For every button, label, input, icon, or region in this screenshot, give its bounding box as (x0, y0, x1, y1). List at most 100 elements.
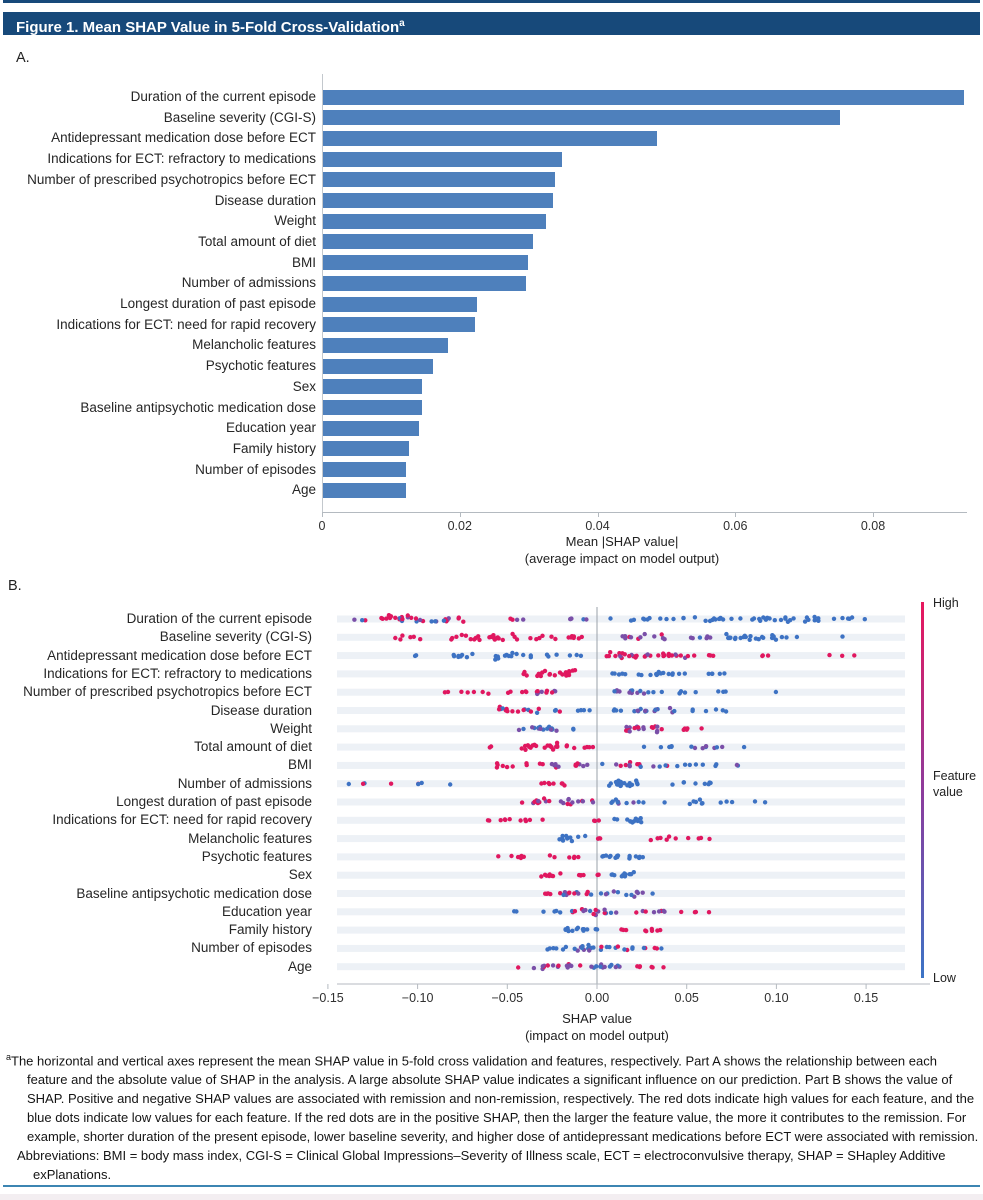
colorbar-high-label: High (933, 596, 959, 610)
feature-label: Sex (288, 867, 312, 883)
axis-tick-label: 0.10 (764, 991, 788, 1005)
axis-tick-label: 0 (318, 519, 326, 533)
feature-label: Duration of the current episode (126, 611, 312, 626)
axis-tick-label: −0.05 (491, 991, 523, 1005)
feature-label: Duration of the current episode (130, 89, 316, 104)
figure-title: Figure 1. Mean SHAP Value in 5-Fold Cros… (16, 19, 400, 36)
beeswarm-row (346, 778, 713, 789)
beeswarm-row (496, 704, 729, 715)
x-axis-line (322, 512, 967, 513)
colorbar-title: Feature value (933, 769, 977, 799)
row-stripe (337, 890, 905, 897)
row-stripe (337, 615, 905, 623)
feature-value-colorbar (921, 602, 924, 978)
beeswarm-row (521, 668, 727, 679)
axis-tick (735, 512, 737, 517)
feature-label: BMI (287, 757, 312, 773)
footnote-text: aThe horizontal and vertical axes repres… (6, 1052, 979, 1145)
shap-bar (323, 441, 410, 457)
feature-label: Baseline antipsychotic medication dose (76, 885, 312, 901)
feature-label: Education year (225, 420, 316, 436)
shap-bar (323, 151, 562, 167)
beeswarm-row (496, 853, 645, 861)
panel-b-xaxis-sublabel: (impact on model output) (525, 1028, 669, 1043)
panel-b-xaxis-label: SHAP value (562, 1011, 632, 1026)
feature-label: Number of prescribed psychotropics befor… (27, 171, 316, 187)
feature-label: Melancholic features (188, 830, 312, 846)
bar-chart-panel-a: Duration of the current episode Baseline … (0, 72, 983, 577)
shap-bar (323, 275, 527, 291)
feature-label: Longest duration of past episode (120, 296, 316, 311)
beeswarm-row (352, 613, 867, 624)
bottom-rule (3, 1185, 980, 1187)
panel-a-xaxis-label: Mean |SHAP value| (565, 534, 679, 549)
axis-tick-label: 0.02 (447, 519, 472, 533)
beeswarm-row (539, 870, 636, 879)
row-stripe (337, 798, 905, 806)
panel-a-label: A. (16, 50, 30, 66)
beeswarm-row (412, 650, 857, 662)
beeswarm-plot-panel-b: −0.15 −0.10 −0.05 0.00 0.05 0.10 0.15 (312, 607, 930, 1005)
feature-label: Number of prescribed psychotropics befor… (23, 684, 312, 700)
feature-label: Education year (221, 903, 312, 919)
footnote-marker: a (6, 1052, 12, 1062)
shap-bar (323, 317, 476, 333)
shap-bar (323, 400, 423, 415)
shap-bar (323, 130, 658, 146)
feature-label: Total amount of diet (194, 739, 312, 755)
feature-label: Indications for ECT: refractory to medic… (47, 151, 316, 167)
feature-label: Baseline severity (CGI-S) (163, 109, 316, 125)
shap-bar (323, 89, 964, 105)
shap-bar (323, 358, 433, 374)
shap-bar (323, 420, 419, 436)
feature-label: Baseline antipsychotic medication dose (80, 399, 316, 415)
feature-label: Number of admissions (177, 775, 312, 791)
panel-b-label: B. (8, 578, 22, 594)
axis-tick-label: 0.05 (675, 991, 699, 1005)
feature-label: Sex (292, 378, 316, 394)
feature-label: BMI (291, 254, 316, 270)
beeswarm-row (557, 833, 712, 844)
feature-label: Number of episodes (195, 461, 316, 477)
row-stripe (337, 853, 905, 861)
shap-bar (323, 193, 554, 208)
axis-tick (597, 512, 599, 517)
feature-label: Family history (232, 440, 316, 456)
axis-tick (322, 512, 323, 517)
feature-label: Weight (270, 720, 312, 736)
beeswarm-row (485, 816, 644, 825)
shap-bar (323, 110, 840, 126)
beeswarm-row (516, 724, 704, 735)
axis-tick-label: 0.06 (723, 519, 748, 533)
shap-bar (323, 234, 534, 250)
beeswarm-row (545, 942, 664, 953)
beeswarm-row (442, 688, 779, 697)
y-axis-line (322, 74, 323, 512)
feature-label: Indications for ECT: need for rapid reco… (52, 812, 312, 828)
feature-label: Antidepressant medication dose before EC… (47, 647, 312, 663)
feature-label: Psychotic features (201, 848, 312, 864)
feature-label: Number of admissions (181, 275, 316, 291)
shap-bar (323, 172, 556, 188)
feature-label: Indications for ECT: refractory to medic… (43, 665, 312, 681)
row-stripe (337, 835, 905, 843)
feature-label: Weight (274, 213, 316, 229)
beeswarm-row (563, 925, 663, 934)
feature-label: Number of episodes (191, 940, 312, 956)
row-stripe (337, 816, 905, 824)
panel-a-xaxis-sublabel: (average impact on model output) (524, 551, 720, 566)
shap-bar (323, 462, 407, 478)
beeswarm-labels: Duration of the current episode Baseline … (0, 0, 312, 1000)
top-rule (3, 0, 980, 3)
shap-bar (323, 337, 449, 353)
footnote-block: aThe horizontal and vertical axes repres… (3, 1048, 980, 1184)
beeswarm-row (543, 889, 655, 899)
figure-title-superscript: a (399, 18, 405, 29)
feature-label: Longest duration of past episode (116, 794, 312, 809)
feature-label: Age (287, 958, 312, 974)
bottom-band (0, 1194, 983, 1200)
beeswarm-row (487, 740, 747, 752)
abbreviations-text: Abbreviations: BMI = body mass index, CG… (17, 1148, 946, 1183)
colorbar-low-label: Low (933, 971, 956, 985)
